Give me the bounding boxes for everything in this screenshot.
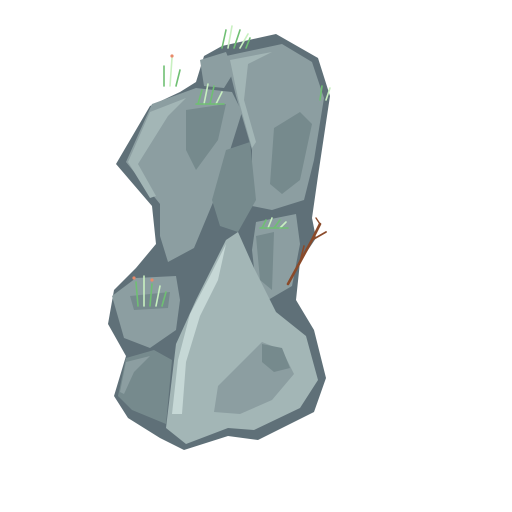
grass-tuft-left-ledge [132,275,167,307]
dry-branch [286,217,327,286]
rock-block-top [200,52,234,88]
rock-slab-lower-front-highlight [172,244,226,414]
grass-tuft-mid-right [259,217,289,229]
rock-block-lower-left-highlight [120,356,150,394]
rock-slab-upper-left-highlight [128,98,186,198]
rock-column-right-highlight [230,52,272,148]
rock-column-right-face [270,112,312,194]
grass-tuft-ledge-upper [195,83,225,105]
rock-slab-middle [212,142,256,232]
grass-tuft-upper-left [163,54,181,87]
grass-tuft-right-edge [319,85,331,101]
rock-block-mid-right-shade [256,232,274,290]
rock-slab-lower-front-shadow [262,344,290,372]
rock-slab-lower-front [166,232,318,444]
grass-tuft-top [221,25,251,49]
rock-slab-upper-left-face [186,104,226,170]
